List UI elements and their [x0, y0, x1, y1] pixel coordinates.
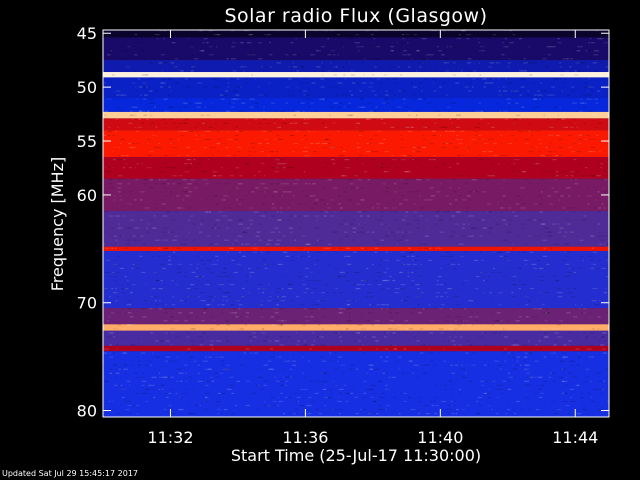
frequency-band-3 — [103, 72, 609, 78]
updated-timestamp: Updated Sat Jul 29 15:45:17 2017 — [2, 469, 139, 478]
frequency-band-6 — [103, 111, 609, 119]
chart-title: Solar radio Flux (Glasgow) — [224, 5, 487, 27]
x-tick-label: 11:36 — [282, 428, 328, 447]
frequency-band-8 — [103, 130, 609, 158]
y-axis-label: Frequency [MHz] — [48, 157, 67, 291]
frequency-band-13 — [103, 250, 609, 309]
y-tick-label: 60 — [77, 186, 97, 205]
frequency-band-2 — [103, 60, 609, 73]
plot-area — [103, 30, 609, 417]
y-axis: 45 50 55 60 70 80 — [77, 24, 609, 421]
frequency-band-7 — [103, 118, 609, 131]
y-tick-label: 50 — [77, 78, 97, 97]
y-tick-label: 70 — [77, 294, 97, 313]
y-tick-label: 55 — [77, 132, 97, 151]
x-tick-label: 11:40 — [417, 428, 463, 447]
plot-frame — [102, 29, 610, 418]
x-axis-label: Start Time (25-Jul-17 11:30:00) — [231, 446, 481, 465]
x-tick-label: 11:32 — [147, 428, 193, 447]
y-tick-label: 80 — [77, 402, 97, 421]
frequency-band-15 — [103, 324, 609, 331]
intensity-texture — [103, 30, 609, 415]
frequency-band-16 — [103, 330, 609, 346]
frequency-bands — [103, 30, 609, 417]
x-tick-label: 11:44 — [552, 428, 598, 447]
y-tick-label: 45 — [77, 24, 97, 43]
x-axis: 11:32 11:36 11:40 11:44 — [147, 30, 598, 447]
frequency-band-0 — [103, 30, 609, 38]
frequency-band-4 — [103, 77, 609, 98]
frequency-band-12 — [103, 246, 609, 251]
frequency-band-17 — [103, 345, 609, 352]
frequency-band-11 — [103, 211, 609, 247]
frequency-band-18 — [103, 351, 609, 417]
frequency-band-9 — [103, 157, 609, 179]
frequency-band-10 — [103, 178, 609, 212]
frequency-band-1 — [103, 37, 609, 61]
frequency-band-14 — [103, 308, 609, 325]
frequency-band-5 — [103, 97, 609, 112]
